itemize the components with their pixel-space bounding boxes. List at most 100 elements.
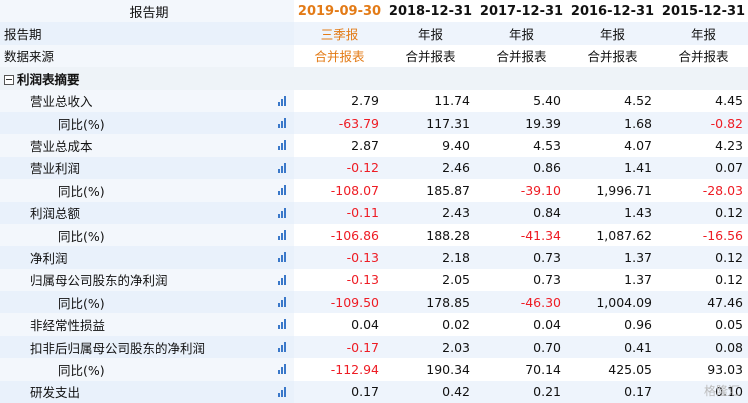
row-label: 营业总收入 bbox=[30, 94, 93, 110]
value-cell: 0.12 bbox=[715, 272, 743, 288]
bar-chart-icon[interactable] bbox=[278, 274, 288, 285]
value-cell: -16.56 bbox=[702, 227, 743, 243]
bar-chart-icon[interactable] bbox=[278, 229, 288, 240]
value-cell: -46.30 bbox=[476, 291, 567, 314]
table-row: 同比(%) -109.50 178.85 -46.30 1,004.09 47.46 bbox=[0, 291, 748, 314]
row-label-cell: 利润总额 bbox=[0, 201, 294, 224]
value-cell: -28.03 bbox=[702, 182, 743, 198]
period-header[interactable]: 2016-12-31 bbox=[570, 3, 655, 19]
value-cell: 1.37 bbox=[624, 272, 652, 288]
value-cell: 0.86 bbox=[476, 156, 567, 180]
row-label-cell: 营业总收入 bbox=[0, 89, 294, 112]
bar-chart-icon[interactable] bbox=[278, 319, 288, 330]
value-cell: 0.04 bbox=[351, 317, 379, 333]
data-source: 合并报表 bbox=[587, 49, 638, 65]
row-label: 扣非后归属母公司股东的净利润 bbox=[30, 340, 206, 356]
value-cell: 2.03 bbox=[385, 335, 476, 359]
period-header[interactable]: 2015-12-31 bbox=[661, 3, 746, 19]
bar-chart-icon[interactable] bbox=[278, 117, 288, 128]
table-row: 营业总收入 2.79 11.74 5.40 4.52 4.45 bbox=[0, 89, 748, 112]
bar-chart-icon[interactable] bbox=[278, 95, 288, 106]
row-label-cell: 营业利润 bbox=[0, 156, 294, 180]
value-cell: 190.34 bbox=[426, 361, 470, 377]
value-cell: 93.03 bbox=[707, 361, 743, 377]
value-cell: 0.12 bbox=[658, 201, 748, 224]
value-cell: 0.17 bbox=[294, 380, 385, 403]
value-cell: 2.79 bbox=[351, 93, 379, 109]
value-cell: 0.17 bbox=[567, 380, 658, 403]
period-type-row-label: 报告期 bbox=[0, 22, 294, 45]
row-label: 同比(%) bbox=[58, 116, 105, 132]
period-type: 三季报 bbox=[294, 22, 385, 45]
bar-chart-icon[interactable] bbox=[278, 162, 288, 173]
bar-chart-icon[interactable] bbox=[278, 140, 288, 151]
value-cell: 2.43 bbox=[385, 201, 476, 224]
value-cell: -0.12 bbox=[294, 156, 385, 180]
value-cell: 4.07 bbox=[624, 138, 652, 154]
value-cell: -106.86 bbox=[330, 227, 379, 243]
bar-chart-icon[interactable] bbox=[278, 207, 288, 218]
value-cell: 70.14 bbox=[525, 361, 561, 377]
value-cell: 4.45 bbox=[715, 93, 743, 109]
bar-chart-icon[interactable] bbox=[278, 386, 288, 397]
value-cell: -41.34 bbox=[520, 227, 561, 243]
value-cell: 2.18 bbox=[385, 246, 476, 269]
value-cell: -109.50 bbox=[294, 291, 385, 314]
value-cell: 0.70 bbox=[476, 335, 567, 359]
value-cell: 117.31 bbox=[385, 111, 476, 135]
table-row: 营业利润 -0.12 2.46 0.86 1.41 0.07 bbox=[0, 156, 748, 180]
section-label: 利润表摘要 bbox=[17, 71, 80, 87]
period-header[interactable]: 2018-12-31 bbox=[388, 3, 473, 19]
bar-chart-icon[interactable] bbox=[278, 341, 288, 352]
row-label: 营业总成本 bbox=[30, 139, 93, 155]
row-label-cell: 同比(%) bbox=[0, 111, 294, 135]
value-cell: -108.07 bbox=[330, 182, 379, 198]
value-cell: 0.10 bbox=[658, 380, 748, 403]
section-label-cell[interactable]: 利润表摘要 bbox=[0, 67, 294, 90]
watermark: 格隆汇 bbox=[703, 384, 740, 398]
value-cell: 0.02 bbox=[442, 317, 470, 333]
header-row: 报告期 2019-09-30 2018-12-31 2017-12-31 201… bbox=[0, 0, 748, 23]
period-header[interactable]: 2019-09-30 bbox=[297, 3, 382, 19]
bar-chart-icon[interactable] bbox=[278, 185, 288, 196]
bar-chart-icon[interactable] bbox=[278, 252, 288, 263]
period-type: 年报 bbox=[658, 22, 748, 45]
table-row: 同比(%) -112.94 190.34 70.14 425.05 93.03 bbox=[0, 358, 748, 381]
value-cell: 5.40 bbox=[533, 93, 561, 109]
row-label-cell: 同比(%) bbox=[0, 358, 294, 381]
row-label-cell: 净利润 bbox=[0, 246, 294, 269]
value-cell: 2.05 bbox=[442, 272, 470, 288]
bar-chart-icon[interactable] bbox=[278, 297, 288, 308]
report-period-label: 报告期 bbox=[0, 0, 294, 23]
table-row: 利润总额 -0.11 2.43 0.84 1.43 0.12 bbox=[0, 201, 748, 224]
bar-chart-icon[interactable] bbox=[278, 364, 288, 375]
table-row: 研发支出 0.17 0.42 0.21 0.17 0.10 bbox=[0, 380, 748, 403]
row-label-cell: 研发支出 bbox=[0, 380, 294, 403]
value-cell: 0.84 bbox=[476, 201, 567, 224]
value-cell: 47.46 bbox=[658, 291, 748, 314]
value-cell: -0.82 bbox=[658, 111, 748, 135]
section-row[interactable]: 利润表摘要 bbox=[0, 67, 748, 90]
row-label: 同比(%) bbox=[58, 183, 105, 199]
row-label: 非经常性损益 bbox=[30, 318, 106, 334]
value-cell: 0.42 bbox=[385, 380, 476, 403]
value-cell: -0.17 bbox=[294, 335, 385, 359]
value-cell: 0.07 bbox=[658, 156, 748, 180]
collapse-icon[interactable] bbox=[4, 74, 14, 85]
data-source: 合并报表 bbox=[405, 49, 456, 65]
period-type: 年报 bbox=[476, 22, 567, 45]
row-label-cell: 营业总成本 bbox=[0, 134, 294, 157]
period-header[interactable]: 2017-12-31 bbox=[479, 3, 564, 19]
value-cell: 1.68 bbox=[567, 111, 658, 135]
row-label-cell: 扣非后归属母公司股东的净利润 bbox=[0, 335, 294, 359]
row-label: 归属母公司股东的净利润 bbox=[30, 273, 168, 289]
value-cell: 1,087.62 bbox=[596, 227, 652, 243]
value-cell: -63.79 bbox=[294, 111, 385, 135]
value-cell: 0.96 bbox=[624, 317, 652, 333]
row-label-cell: 非经常性损益 bbox=[0, 313, 294, 336]
value-cell: 185.87 bbox=[426, 182, 470, 198]
row-label: 净利润 bbox=[30, 250, 68, 266]
row-label: 研发支出 bbox=[30, 385, 81, 401]
value-cell: 0.21 bbox=[476, 380, 567, 403]
